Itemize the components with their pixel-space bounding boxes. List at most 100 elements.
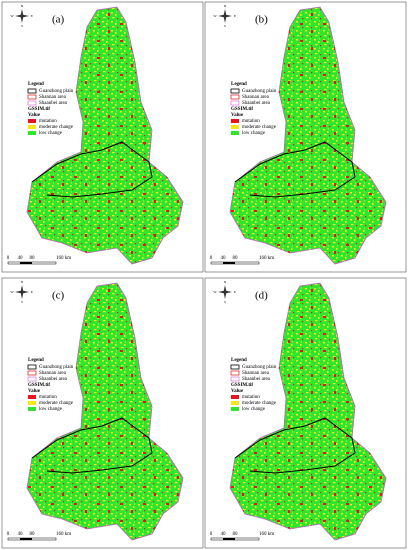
guanzhong-boundary xyxy=(31,417,153,474)
legend-swatch xyxy=(231,407,239,411)
legend-label: low change xyxy=(242,407,266,412)
legend-swatch xyxy=(27,100,37,106)
legend-swatch xyxy=(230,94,240,100)
legend-title: Legend xyxy=(28,358,44,363)
legend-swatch xyxy=(230,100,240,106)
guanzhong-boundary xyxy=(234,417,356,474)
compass xyxy=(15,285,29,299)
legend-swatch xyxy=(230,370,240,376)
scale-label: 80 xyxy=(233,256,239,261)
compass xyxy=(218,9,232,23)
panel-label: (a) xyxy=(52,14,65,26)
compass xyxy=(218,285,232,299)
legend-swatch xyxy=(230,376,240,382)
legend-swatch xyxy=(231,131,239,135)
map-hotspots xyxy=(27,7,183,264)
compass-letter: E xyxy=(31,290,33,294)
compass-letter: E xyxy=(31,14,33,18)
compass-letter: N xyxy=(224,4,227,8)
scale-label: 0 xyxy=(7,256,10,261)
compass-letter: W xyxy=(10,14,14,18)
scale-label: 0 xyxy=(210,532,213,537)
compass xyxy=(15,9,29,23)
legend-label: moderate change xyxy=(242,125,277,130)
legend-label: Shannan area xyxy=(39,371,67,376)
legend-raster: GSSIM.tif xyxy=(28,383,50,388)
scale-label: 40 xyxy=(18,256,24,261)
legend-label: Guanzhong plain xyxy=(39,89,74,94)
legend-swatch xyxy=(28,407,36,411)
compass-letter: N xyxy=(21,280,24,284)
panel-frame xyxy=(204,1,407,273)
legend-title: Legend xyxy=(231,358,247,363)
legend-value: Value xyxy=(28,389,41,394)
compass-letter: N xyxy=(21,4,24,8)
legend-label: moderate change xyxy=(242,401,277,406)
legend-label: moderate change xyxy=(39,401,74,406)
legend-swatch xyxy=(231,125,239,129)
legend-swatch xyxy=(27,376,37,382)
compass-letter: S xyxy=(21,24,23,28)
scale-label: 40 xyxy=(221,256,227,261)
map-hotspots xyxy=(230,7,386,264)
legend-raster: GSSIM.tif xyxy=(28,107,50,112)
legend-label: low change xyxy=(242,131,266,136)
legend-label: low change xyxy=(39,131,63,136)
scale-label: 80 xyxy=(30,532,36,537)
legend-swatch xyxy=(28,125,36,129)
compass-letter: E xyxy=(234,290,236,294)
scale-label: 160 km xyxy=(56,532,71,537)
compass-letter: S xyxy=(224,300,226,304)
legend-label: low change xyxy=(39,407,63,412)
legend-swatch xyxy=(231,119,239,123)
legend-swatch xyxy=(28,401,36,405)
scale-label: 0 xyxy=(210,256,213,261)
legend-value: Value xyxy=(231,389,244,394)
scale-bar-seg xyxy=(20,538,32,540)
legend-label: mutation xyxy=(242,395,260,400)
scale-bar-seg xyxy=(223,262,235,264)
panel-frame xyxy=(1,1,204,273)
legend-label: mutation xyxy=(39,119,57,124)
legend-label: Shannan area xyxy=(242,371,270,376)
legend-raster: GSSIM.tif xyxy=(231,383,253,388)
compass-letter: S xyxy=(224,24,226,28)
legend-label: Guanzhong plain xyxy=(242,89,277,94)
legend-label: Shannan area xyxy=(39,95,67,100)
panel-frame xyxy=(204,277,407,549)
compass-letter: W xyxy=(213,14,217,18)
scale-label: 160 km xyxy=(56,256,71,261)
legend-label: Shaanbei area xyxy=(39,377,68,382)
legend-value: Value xyxy=(28,113,41,118)
scale-label: 40 xyxy=(18,532,24,537)
scale-label: 80 xyxy=(30,256,36,261)
legend-label: Shannan area xyxy=(242,95,270,100)
panel-label: (c) xyxy=(52,290,65,302)
map-hotspots xyxy=(27,283,183,540)
legend-raster: GSSIM.tif xyxy=(231,107,253,112)
scale-bar-seg xyxy=(223,538,235,540)
compass-letter: N xyxy=(224,280,227,284)
legend-swatch xyxy=(230,88,240,94)
scale-label: 160 km xyxy=(259,256,274,261)
legend-swatch xyxy=(27,370,37,376)
legend-swatch xyxy=(28,395,36,399)
compass-letter: W xyxy=(213,290,217,294)
scale-bar-seg xyxy=(20,262,32,264)
panel-label: (d) xyxy=(255,290,268,302)
scale-label: 80 xyxy=(233,532,239,537)
panel-frame xyxy=(1,277,204,549)
compass-letter: E xyxy=(234,14,236,18)
compass-letter: W xyxy=(10,290,14,294)
legend-title: Legend xyxy=(231,82,247,87)
legend-value: Value xyxy=(231,113,244,118)
compass-letter: S xyxy=(21,300,23,304)
legend-title: Legend xyxy=(28,82,44,87)
legend-label: mutation xyxy=(39,395,57,400)
guanzhong-boundary xyxy=(31,141,153,198)
legend-label: Shaanbei area xyxy=(242,101,271,106)
